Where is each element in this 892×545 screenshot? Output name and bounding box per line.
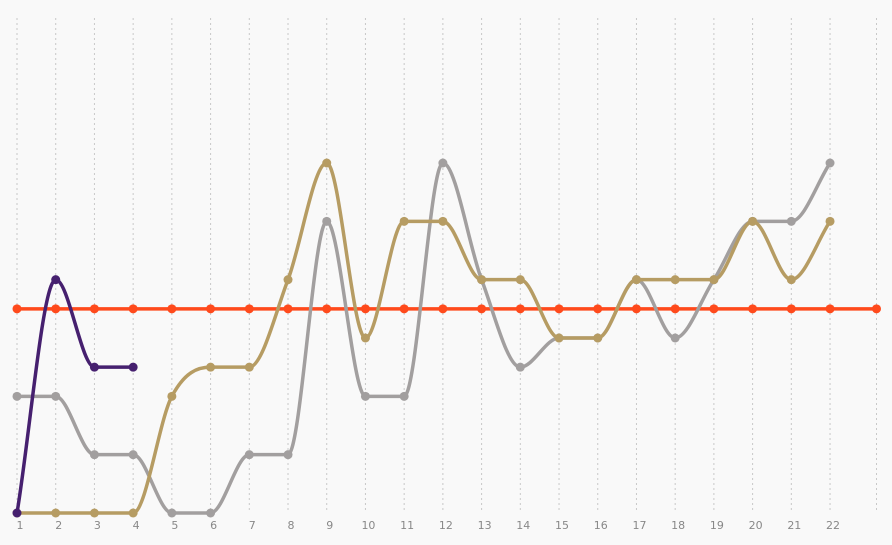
data-point[interactable] bbox=[709, 304, 719, 314]
x-tick-label: 22 bbox=[826, 519, 840, 532]
data-point[interactable] bbox=[51, 391, 61, 401]
data-point[interactable] bbox=[399, 216, 409, 226]
data-point[interactable] bbox=[438, 158, 448, 168]
data-point[interactable] bbox=[670, 304, 680, 314]
x-tick-label: 8 bbox=[288, 519, 295, 532]
grid bbox=[16, 18, 877, 513]
data-point[interactable] bbox=[399, 304, 409, 314]
data-point[interactable] bbox=[360, 391, 370, 401]
x-tick-label: 3 bbox=[94, 519, 101, 532]
x-tick-label: 7 bbox=[249, 519, 256, 532]
data-point[interactable] bbox=[438, 304, 448, 314]
data-point[interactable] bbox=[477, 275, 487, 285]
x-tick-label: 16 bbox=[594, 519, 608, 532]
data-point[interactable] bbox=[825, 216, 835, 226]
data-point[interactable] bbox=[748, 304, 758, 314]
data-point[interactable] bbox=[12, 508, 22, 518]
data-point[interactable] bbox=[12, 391, 22, 401]
data-point[interactable] bbox=[244, 450, 254, 460]
data-point[interactable] bbox=[89, 304, 99, 314]
data-point[interactable] bbox=[322, 216, 332, 226]
data-point[interactable] bbox=[206, 508, 216, 518]
data-point[interactable] bbox=[322, 158, 332, 168]
data-point[interactable] bbox=[128, 304, 138, 314]
x-axis-ticks: 1 2 3 4 5 6 7 8 9 10 11 12 13 14 15 16 17 18 19 20 21 22 bbox=[17, 519, 841, 532]
data-point[interactable] bbox=[631, 275, 641, 285]
data-point[interactable] bbox=[631, 304, 641, 314]
x-tick-label: 12 bbox=[439, 519, 453, 532]
x-tick-label: 5 bbox=[171, 519, 178, 532]
data-point[interactable] bbox=[670, 275, 680, 285]
data-point[interactable] bbox=[360, 304, 370, 314]
x-tick-label: 17 bbox=[632, 519, 646, 532]
x-tick-label: 4 bbox=[133, 519, 140, 532]
data-point[interactable] bbox=[244, 362, 254, 372]
x-tick-label: 11 bbox=[400, 519, 414, 532]
x-tick-label: 21 bbox=[787, 519, 801, 532]
data-point[interactable] bbox=[206, 304, 216, 314]
data-point[interactable] bbox=[167, 508, 177, 518]
data-point[interactable] bbox=[709, 275, 719, 285]
data-point[interactable] bbox=[593, 333, 603, 343]
series-3 bbox=[12, 158, 835, 518]
x-tick-label: 6 bbox=[210, 519, 217, 532]
data-point[interactable] bbox=[89, 362, 99, 372]
data-point[interactable] bbox=[872, 304, 881, 314]
x-tick-label: 18 bbox=[671, 519, 685, 532]
x-tick-label: 10 bbox=[361, 519, 375, 532]
x-tick-label: 2 bbox=[55, 519, 62, 532]
data-point[interactable] bbox=[438, 216, 448, 226]
data-point[interactable] bbox=[206, 362, 216, 372]
series-4 bbox=[12, 275, 138, 518]
data-point[interactable] bbox=[51, 508, 61, 518]
x-tick-label: 9 bbox=[326, 519, 333, 532]
data-point[interactable] bbox=[515, 275, 525, 285]
data-point[interactable] bbox=[89, 450, 99, 460]
data-point[interactable] bbox=[554, 333, 564, 343]
data-point[interactable] bbox=[786, 304, 796, 314]
data-point[interactable] bbox=[51, 304, 61, 314]
data-point[interactable] bbox=[167, 391, 177, 401]
data-point[interactable] bbox=[786, 216, 796, 226]
data-point[interactable] bbox=[593, 304, 603, 314]
data-point[interactable] bbox=[515, 362, 525, 372]
data-point[interactable] bbox=[786, 275, 796, 285]
x-tick-label: 19 bbox=[710, 519, 724, 532]
data-point[interactable] bbox=[477, 304, 487, 314]
data-point[interactable] bbox=[283, 450, 293, 460]
data-point[interactable] bbox=[670, 333, 680, 343]
data-point[interactable] bbox=[128, 362, 138, 372]
data-point[interactable] bbox=[128, 508, 138, 518]
data-point[interactable] bbox=[12, 304, 22, 314]
series-1 bbox=[12, 304, 881, 314]
data-point[interactable] bbox=[89, 508, 99, 518]
data-point[interactable] bbox=[554, 304, 564, 314]
data-point[interactable] bbox=[283, 275, 293, 285]
series-line bbox=[15, 161, 832, 515]
data-point[interactable] bbox=[283, 304, 293, 314]
data-point[interactable] bbox=[515, 304, 525, 314]
data-point[interactable] bbox=[360, 333, 370, 343]
x-tick-label: 15 bbox=[555, 519, 569, 532]
data-point[interactable] bbox=[167, 304, 177, 314]
x-tick-label: 1 bbox=[17, 519, 24, 532]
data-point[interactable] bbox=[51, 275, 61, 285]
x-tick-label: 20 bbox=[749, 519, 763, 532]
data-point[interactable] bbox=[748, 216, 758, 226]
data-point[interactable] bbox=[399, 391, 409, 401]
series-group bbox=[12, 158, 881, 518]
data-point[interactable] bbox=[244, 304, 254, 314]
x-tick-label: 14 bbox=[516, 519, 530, 532]
data-point[interactable] bbox=[322, 304, 332, 314]
data-point[interactable] bbox=[128, 450, 138, 460]
data-point[interactable] bbox=[825, 158, 835, 168]
series-2 bbox=[12, 158, 835, 518]
series-line bbox=[15, 277, 135, 515]
data-point[interactable] bbox=[825, 304, 835, 314]
x-tick-label: 13 bbox=[478, 519, 492, 532]
